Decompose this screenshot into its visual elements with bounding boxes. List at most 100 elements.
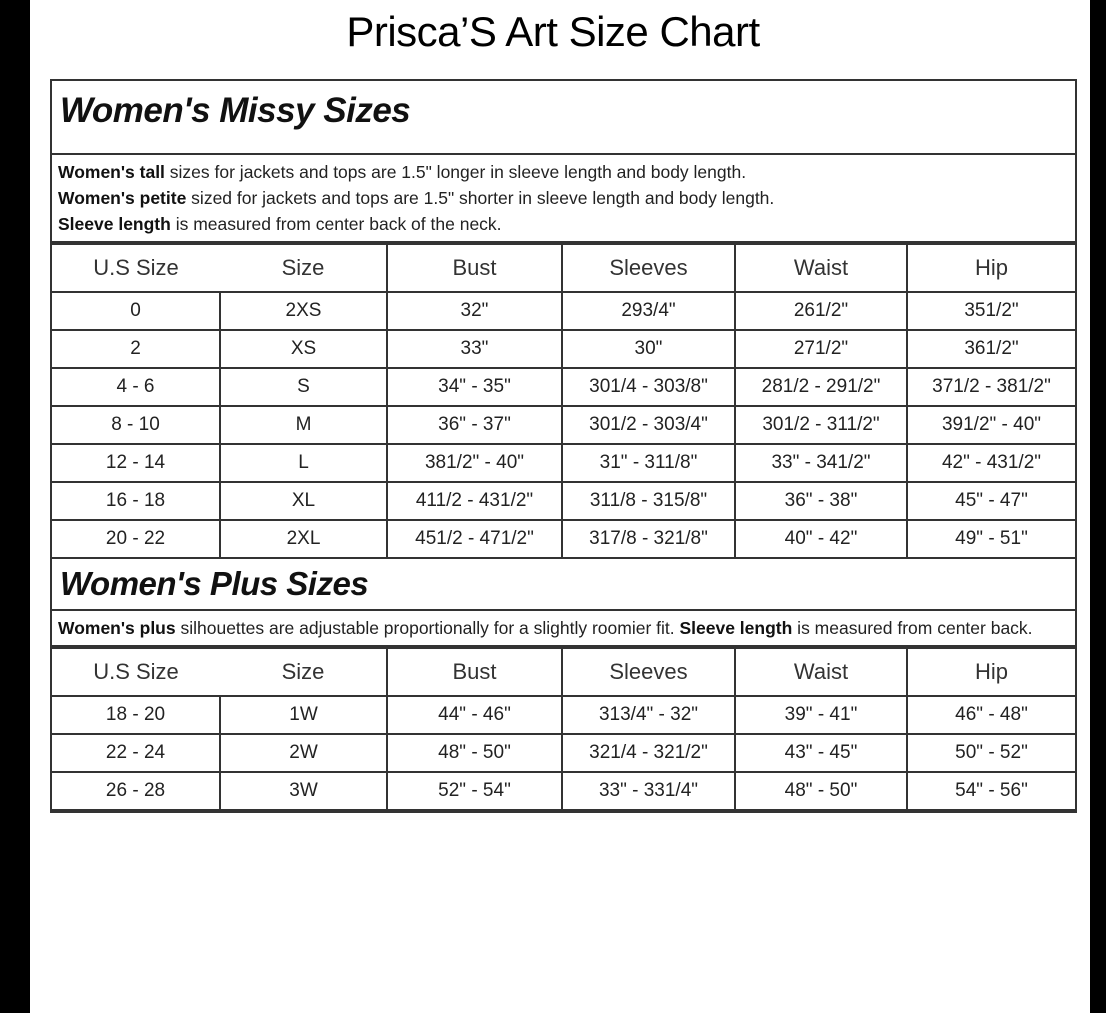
- table-cell: 281/2 - 291/2": [734, 367, 908, 407]
- table-cell: 32": [386, 291, 563, 331]
- table-cell: 1W: [219, 695, 388, 735]
- table-row: 4 - 6 S 34" - 35" 301/4 - 303/8" 281/2 - 291…: [52, 367, 1075, 407]
- table-cell: M: [219, 405, 388, 445]
- table-cell: XL: [219, 481, 388, 521]
- column-header: U.S Size: [52, 647, 220, 697]
- table-cell: 261/2": [734, 291, 908, 331]
- table-cell: 48" - 50": [386, 733, 563, 773]
- note-text: silhouettes are adjustable proportionall…: [175, 618, 680, 638]
- table-cell: 317/8 - 321/8": [561, 519, 736, 559]
- table-cell: 33": [386, 329, 563, 369]
- table-cell: 52" - 54": [386, 771, 563, 811]
- table-cell: 34" - 35": [386, 367, 563, 407]
- table-cell: 301/2 - 303/4": [561, 405, 736, 445]
- table-row: 18 - 20 1W 44" - 46" 313/4" - 32" 39" - 41" 4…: [52, 695, 1075, 735]
- table-cell: 36" - 37": [386, 405, 563, 445]
- missy-notes: Women's tall sizes for jackets and tops …: [52, 155, 1075, 243]
- table-cell: 20 - 22: [52, 519, 221, 559]
- plus-note: Women's plus silhouettes are adjustable …: [52, 611, 1075, 647]
- table-cell: 301/4 - 303/8": [561, 367, 736, 407]
- note-text: sized for jackets and tops are 1.5" shor…: [186, 188, 775, 208]
- table-cell: 45" - 47": [906, 481, 1075, 521]
- table-cell: 411/2 - 431/2": [386, 481, 563, 521]
- table-cell: 36" - 38": [734, 481, 908, 521]
- table-cell: 48" - 50": [734, 771, 908, 811]
- column-header: Bust: [386, 647, 563, 697]
- table-cell: 0: [52, 291, 221, 331]
- column-header: Sleeves: [561, 647, 736, 697]
- table-cell: 451/2 - 471/2": [386, 519, 563, 559]
- table-cell: 16 - 18: [52, 481, 221, 521]
- table-row: 20 - 22 2XL 451/2 - 471/2" 317/8 - 321/8" 40…: [52, 519, 1075, 559]
- header-row: U.S Size Size Bust Sleeves Waist Hip: [52, 243, 1075, 293]
- table-cell: 33" - 331/4": [561, 771, 736, 811]
- table-cell: 30": [561, 329, 736, 369]
- column-header: U.S Size: [52, 243, 220, 293]
- column-header: Waist: [734, 243, 908, 293]
- table-cell: 313/4" - 32": [561, 695, 736, 735]
- table-row: 26 - 28 3W 52" - 54" 33" - 331/4" 48" - 50" 5…: [52, 771, 1075, 811]
- table-cell: 2: [52, 329, 221, 369]
- table-row: 2 XS 33" 30" 271/2" 361/2": [52, 329, 1075, 369]
- column-header: Sleeves: [561, 243, 736, 293]
- header-row: U.S Size Size Bust Sleeves Waist Hip: [52, 647, 1075, 697]
- table-cell: 22 - 24: [52, 733, 221, 773]
- table-cell: 293/4": [561, 291, 736, 331]
- note-bold: Sleeve length: [679, 618, 793, 638]
- table-cell: 50" - 52": [906, 733, 1075, 773]
- note-text: is measured from center back of the neck…: [170, 214, 502, 234]
- note-line: Women's tall sizes for jackets and tops …: [58, 159, 1069, 185]
- table-cell: 12 - 14: [52, 443, 221, 483]
- table-cell: 42" - 431/2": [906, 443, 1075, 483]
- table-cell: 4 - 6: [52, 367, 221, 407]
- table-cell: 33" - 341/2": [734, 443, 908, 483]
- table-cell: 2W: [219, 733, 388, 773]
- column-header: Size: [220, 647, 388, 697]
- table-cell: 8 - 10: [52, 405, 221, 445]
- table-cell: 2XS: [219, 291, 388, 331]
- column-header: Bust: [386, 243, 563, 293]
- table-cell: 311/8 - 315/8": [561, 481, 736, 521]
- column-header: Size: [220, 243, 388, 293]
- table-row: 22 - 24 2W 48" - 50" 321/4 - 321/2" 43" - 45…: [52, 733, 1075, 773]
- column-header: Hip: [906, 243, 1075, 293]
- table-cell: 39" - 41": [734, 695, 908, 735]
- table-cell: 40" - 42": [734, 519, 908, 559]
- table-cell: 381/2" - 40": [386, 443, 563, 483]
- note-text: sizes for jackets and tops are 1.5" long…: [164, 162, 747, 182]
- table-cell: 3W: [219, 771, 388, 811]
- table-cell: S: [219, 367, 388, 407]
- table-cell: 44" - 46": [386, 695, 563, 735]
- table-cell: 351/2": [906, 291, 1075, 331]
- table-cell: 2XL: [219, 519, 388, 559]
- table-cell: XS: [219, 329, 388, 369]
- table-row: 0 2XS 32" 293/4" 261/2" 351/2": [52, 291, 1075, 331]
- note-bold: Women's petite: [58, 188, 187, 208]
- note-line: Sleeve length is measured from center ba…: [58, 211, 1069, 237]
- note-line: Women's petite sized for jackets and top…: [58, 185, 1069, 211]
- table-row: 12 - 14 L 381/2" - 40" 31" - 311/8" 33" - 34…: [52, 443, 1075, 483]
- table-row: 8 - 10 M 36" - 37" 301/2 - 303/4" 301/2 - 31…: [52, 405, 1075, 445]
- note-bold: Women's tall: [58, 162, 165, 182]
- table-cell: 18 - 20: [52, 695, 221, 735]
- page-title: Prisca’S Art Size Chart: [346, 8, 760, 55]
- table-cell: L: [219, 443, 388, 483]
- note-bold: Women's plus: [58, 618, 176, 638]
- plus-table: U.S Size Size Bust Sleeves Waist Hip 18 - 20 1W…: [52, 647, 1075, 811]
- note-bold: Sleeve length: [58, 214, 171, 234]
- table-cell: 46" - 48": [906, 695, 1075, 735]
- table-cell: 271/2": [734, 329, 908, 369]
- table-cell: 26 - 28: [52, 771, 221, 811]
- table-cell: 371/2 - 381/2": [906, 367, 1075, 407]
- table-cell: 361/2": [906, 329, 1075, 369]
- table-cell: 321/4 - 321/2": [561, 733, 736, 773]
- table-cell: 49" - 51": [906, 519, 1075, 559]
- note-text: is measured from center back.: [792, 618, 1033, 638]
- size-chart: Women's Missy Sizes Women's tall sizes f…: [50, 79, 1077, 813]
- missy-table: U.S Size Size Bust Sleeves Waist Hip 0 2XS 32" 29…: [52, 243, 1075, 559]
- table-row: 16 - 18 XL 411/2 - 431/2" 311/8 - 315/8" 36"…: [52, 481, 1075, 521]
- table-cell: 301/2 - 311/2": [734, 405, 908, 445]
- plus-heading: Women's Plus Sizes: [52, 559, 1075, 611]
- missy-heading: Women's Missy Sizes: [52, 81, 1075, 155]
- column-header: Hip: [906, 647, 1075, 697]
